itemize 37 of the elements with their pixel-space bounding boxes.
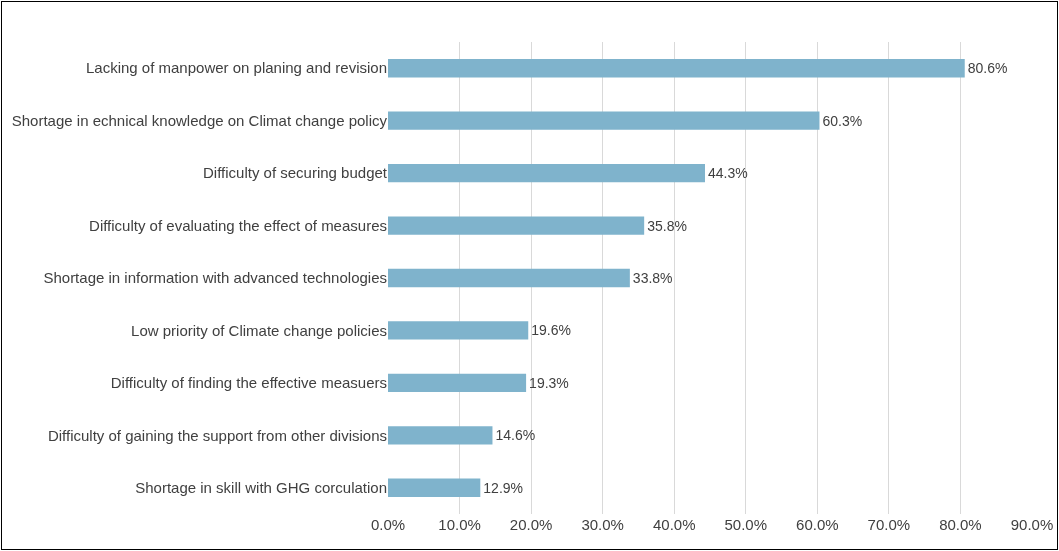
- data-label: 19.3%: [529, 374, 569, 391]
- y-tick-label: Difficulty of finding the effective measuers: [110, 374, 387, 392]
- x-tick-label: 80.0%: [939, 516, 982, 533]
- x-tick-label: 90.0%: [1010, 516, 1054, 533]
- x-tick-label: 20.0%: [509, 516, 553, 533]
- bar: [388, 321, 529, 340]
- data-label: 33.8%: [632, 270, 673, 286]
- y-tick-label: Shortage in echnical knowledge on Climat change policy: [11, 111, 388, 129]
- x-tick-label: 0.0%: [370, 516, 406, 533]
- y-tick-label: Shortage in skill with GHG corculation: [135, 479, 387, 497]
- y-tick-label: Lacking of manpower on planing and revision: [85, 59, 387, 77]
- bar: [388, 426, 493, 445]
- data-label: 35.8%: [647, 217, 687, 234]
- bar: [388, 163, 705, 183]
- data-label: 80.6%: [967, 60, 1008, 77]
- bar: [388, 111, 820, 130]
- x-tick-label: 30.0%: [581, 516, 624, 533]
- data-label: 19.6%: [531, 322, 571, 339]
- x-tick-label: 10.0%: [438, 516, 481, 533]
- data-label: 44.3%: [707, 165, 748, 182]
- bar: [388, 268, 630, 288]
- bar: [388, 478, 481, 497]
- data-label: 12.9%: [483, 479, 524, 496]
- y-tick-label: Difficulty of evaluating the effect of measures: [89, 216, 387, 234]
- x-tick-label: 60.0%: [796, 516, 839, 533]
- y-tick-label: Difficulty of securing budget: [203, 164, 388, 182]
- y-tick-label: Difficulty of gaining the support from other divisions: [47, 426, 387, 444]
- x-tick-label: 70.0%: [867, 516, 911, 533]
- x-tick-label: 40.0%: [652, 516, 696, 533]
- y-tick-label: Shortage in information with advanced technologies: [43, 269, 387, 287]
- bar: [388, 373, 527, 393]
- data-label: 14.6%: [495, 427, 536, 444]
- y-tick-label: Low priority of Climate change policies: [131, 321, 387, 339]
- x-tick-label: 50.0%: [724, 516, 768, 533]
- bar: [388, 59, 965, 78]
- data-label: 60.3%: [822, 112, 863, 129]
- bar: [388, 216, 645, 235]
